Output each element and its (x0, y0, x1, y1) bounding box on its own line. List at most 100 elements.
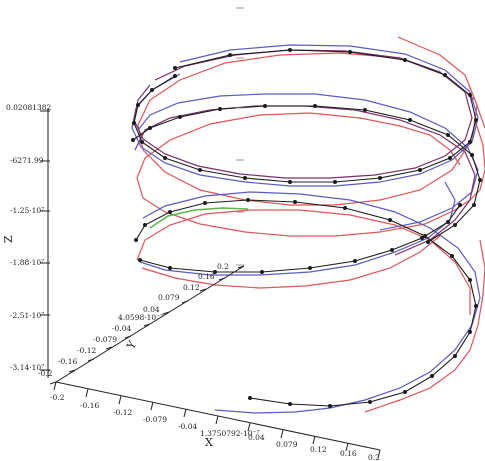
y-tick-label: -0.12 (77, 346, 96, 355)
y-tick (181, 300, 189, 304)
series-red-line (136, 209, 471, 315)
y-tick (105, 346, 113, 350)
data-point (408, 118, 412, 122)
data-point (403, 58, 407, 62)
z-tick-label: -2.51·10⁷ (10, 311, 44, 320)
x-tick-label: -0.079 (143, 415, 167, 424)
z-axis-label: Z (2, 235, 15, 243)
data-point (453, 354, 457, 358)
series-purple-line (134, 105, 476, 256)
data-point (131, 138, 135, 142)
z-tick-label: -3.14·10⁷ (10, 363, 44, 372)
data-point (333, 180, 337, 184)
series-purple-line (133, 49, 473, 179)
data-point (203, 201, 207, 205)
y-tick-label: -0.16 (58, 357, 77, 366)
y-tick-label: -0.04 (112, 324, 131, 333)
data-point (143, 223, 147, 227)
y-tick-label: 4.0598·10⁻⁷ (118, 313, 163, 322)
data-point (458, 203, 462, 207)
series-black-line (132, 105, 481, 243)
x-tick-label: 0.2 (368, 453, 380, 461)
series-blue-line (139, 181, 456, 276)
x-tick-label: 0.079 (276, 440, 298, 449)
x-tick-label: 0.04 (248, 433, 265, 442)
data-point (390, 248, 394, 252)
data-point (474, 304, 478, 308)
y-tick-label: 0.079 (158, 293, 180, 302)
data-point (218, 107, 222, 111)
data-point (136, 103, 140, 107)
x-axis-label: X (205, 436, 213, 449)
data-point (134, 238, 138, 242)
x-tick-label: -0.16 (80, 401, 99, 410)
y-tick (162, 311, 170, 315)
x-tick (183, 408, 187, 418)
y-axis: -0.2 -0.16 -0.12 -0.079 -0.04 4.0598·10⁻… (38, 262, 245, 385)
data-point (420, 236, 424, 240)
data-point (140, 140, 144, 144)
y-tick-label: 0.16 (198, 272, 215, 281)
data-point (368, 400, 372, 404)
data-point (478, 178, 482, 182)
data-point (348, 50, 352, 54)
x-tick (312, 435, 316, 445)
data-point (246, 198, 250, 202)
data-point (472, 203, 476, 207)
data-point (163, 156, 167, 160)
x-tick-label: 0.12 (310, 445, 327, 454)
data-point (450, 254, 454, 258)
z-tick-label: -1.88·10⁷ (10, 258, 44, 267)
data-point (248, 396, 252, 400)
data-point-markers (131, 48, 482, 408)
data-point (308, 266, 312, 270)
data-point (343, 206, 347, 210)
x-tick-label: -0.2 (50, 393, 65, 402)
data-point (468, 330, 472, 334)
data-point (243, 176, 247, 180)
data-point (288, 180, 292, 184)
z-tick-label: -1.25·10⁷ (10, 206, 44, 215)
y-tick (124, 335, 132, 339)
data-point (260, 270, 264, 274)
data-point (173, 74, 177, 78)
data-point (378, 176, 382, 180)
data-point (288, 48, 292, 52)
z-axis: 0.02081382 -6271.99 -1.25·10⁷ -1.88·10⁷ … (2, 103, 52, 378)
y-tick (143, 323, 151, 327)
data-point (470, 153, 474, 157)
data-point (403, 390, 407, 394)
helix-curves (131, 36, 485, 414)
series-red-line (364, 239, 485, 413)
x-axis: -0.2 -0.16 -0.12 -0.079 -0.04 1.3750792·… (50, 381, 381, 461)
z-tick-label: -6271.99 (10, 156, 44, 165)
data-point (293, 200, 297, 204)
data-point (168, 266, 172, 270)
x-tick (377, 449, 381, 459)
data-point (443, 73, 447, 77)
data-point (150, 88, 154, 92)
data-point (474, 118, 478, 122)
data-point (388, 218, 392, 222)
y-tick (199, 288, 207, 292)
data-point (426, 240, 430, 244)
x-tick (247, 422, 251, 432)
series-red-line (136, 112, 485, 237)
data-point (213, 270, 217, 274)
series-black-line (135, 199, 477, 407)
data-point (313, 104, 317, 108)
data-point (168, 210, 172, 214)
y-tick (68, 369, 76, 373)
x-tick-label: 0.16 (340, 449, 357, 458)
data-point (132, 121, 136, 125)
y-tick-label: 0.04 (143, 305, 160, 314)
x-tick (280, 429, 284, 439)
series-black-line (139, 204, 461, 273)
data-point (138, 258, 142, 262)
series-black-line (133, 49, 477, 183)
data-point (228, 53, 232, 57)
data-point (198, 168, 202, 172)
data-point (178, 115, 182, 119)
data-point (468, 278, 472, 282)
